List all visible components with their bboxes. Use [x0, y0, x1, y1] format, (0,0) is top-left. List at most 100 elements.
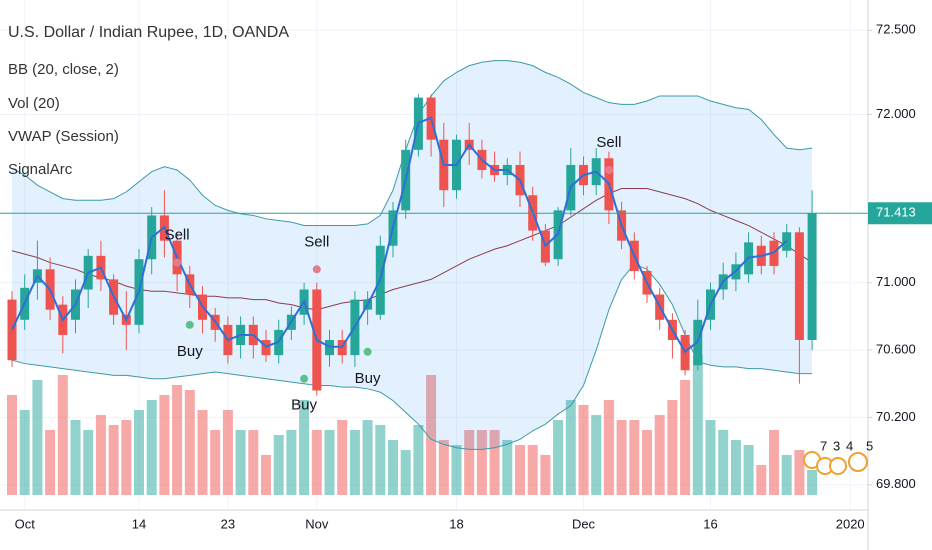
- volume-bar: [667, 400, 678, 495]
- signal-label: Sell: [304, 233, 329, 250]
- volume-bar: [426, 375, 437, 495]
- signal-label: Sell: [165, 227, 190, 244]
- volume-bar: [642, 430, 652, 495]
- candle-body: [807, 213, 817, 340]
- bb-upper-line: [11, 60, 813, 227]
- volume-bar: [375, 425, 386, 495]
- volume-bar: [794, 450, 805, 495]
- y-tick-label: 69.800: [876, 476, 916, 491]
- x-tick-label: 14: [132, 516, 146, 531]
- signal-dot: [173, 258, 182, 267]
- event-icon[interactable]: [848, 452, 868, 472]
- volume-bar: [210, 430, 221, 495]
- signal-label: Buy: [291, 397, 317, 414]
- volume-bar: [70, 420, 81, 495]
- volume-bar: [705, 420, 716, 495]
- volume-bar: [146, 400, 157, 495]
- event-count: 4: [846, 438, 853, 453]
- volume-bar: [159, 395, 170, 495]
- band-fill: [12, 60, 813, 450]
- volume-bar: [388, 440, 398, 495]
- volume-bar: [235, 430, 246, 495]
- volume-bar: [134, 410, 144, 495]
- volume-bar: [540, 455, 551, 495]
- volume-bar: [413, 425, 424, 495]
- signal-dot: [185, 320, 194, 329]
- x-tick-label: Dec: [572, 516, 596, 531]
- volume-bar: [603, 400, 614, 495]
- indicator-label: Vol (20): [8, 95, 60, 112]
- y-tick-label: 72.500: [876, 22, 916, 37]
- volume-bar: [515, 445, 525, 495]
- x-tick-label: Oct: [15, 516, 36, 531]
- volume-bar: [7, 395, 17, 495]
- volume-bar: [19, 410, 30, 495]
- volume-bar: [95, 415, 106, 495]
- signal-dot: [363, 347, 372, 356]
- event-count: 7: [820, 438, 827, 453]
- x-tick-label: 18: [449, 516, 463, 531]
- volume-bar: [730, 440, 741, 495]
- volume-bar: [324, 430, 335, 495]
- y-tick-label: 70.200: [876, 409, 916, 424]
- bb-lower-line: [11, 263, 813, 450]
- volume-bar: [248, 430, 259, 495]
- volume-bar: [476, 430, 487, 495]
- signal-label: Buy: [177, 343, 203, 360]
- volume-bar: [769, 430, 779, 495]
- volume-bar: [121, 420, 132, 495]
- volume-bar: [261, 455, 271, 495]
- volume-bar: [489, 430, 500, 495]
- vwap-line: [11, 116, 788, 354]
- event-icon[interactable]: [829, 457, 847, 475]
- x-tick-label: Nov: [305, 516, 329, 531]
- volume-bar: [451, 445, 462, 495]
- volume-bar: [286, 430, 297, 495]
- signal-dot: [604, 166, 613, 174]
- volume-bar: [311, 430, 322, 495]
- volume-bar: [527, 445, 538, 495]
- volume-bar: [83, 430, 94, 495]
- plot-area: Sell Sell Sell Buy Buy Buy: [0, 60, 868, 495]
- event-icons: 7 3 4 5: [803, 438, 873, 475]
- signal-dot: [300, 374, 309, 383]
- volume-bar: [57, 375, 68, 495]
- event-count: 3: [833, 438, 840, 453]
- last-price-box: [868, 202, 932, 225]
- signal-label: Sell: [596, 134, 621, 151]
- volume-bar: [464, 430, 475, 495]
- volume-bar: [32, 380, 43, 495]
- volume-bar: [438, 440, 449, 495]
- volume-bar: [349, 430, 360, 495]
- axes: 72.500 72.000 71.000 70.600 70.200 69.800 Oct 1…: [15, 22, 932, 531]
- event-count: 5: [866, 438, 873, 453]
- volume-bar: [502, 440, 513, 495]
- indicator-label: BB (20, close, 2): [8, 61, 119, 78]
- volume-bar: [654, 415, 665, 495]
- volume-bar: [362, 420, 373, 495]
- volume-bar: [400, 450, 411, 495]
- last-price-label: 71.413: [876, 205, 916, 220]
- volume-bar: [616, 420, 627, 495]
- volume-bar: [807, 470, 818, 495]
- volume-bar: [692, 355, 703, 495]
- volume-bar: [629, 420, 640, 495]
- indicator-label: SignalArc: [8, 161, 73, 178]
- volume-bar: [197, 410, 208, 495]
- y-tick-label: 70.600: [876, 342, 916, 357]
- bb-basis-line: [11, 188, 813, 311]
- volume-bar: [172, 385, 183, 495]
- volume-bar: [565, 400, 576, 495]
- volume-bar: [299, 400, 310, 495]
- volume-bar: [578, 405, 589, 495]
- volume-bar: [184, 390, 195, 495]
- volume-bar: [718, 430, 729, 495]
- volume-bar: [553, 420, 564, 495]
- x-tick-label: 2020: [836, 516, 865, 531]
- x-tick-label: 16: [703, 516, 717, 531]
- x-tick-label: 23: [221, 516, 235, 531]
- volume-bar: [222, 410, 233, 495]
- volume-bar: [591, 415, 602, 495]
- chart-title: U.S. Dollar / Indian Rupee, 1D, OANDA: [8, 24, 289, 41]
